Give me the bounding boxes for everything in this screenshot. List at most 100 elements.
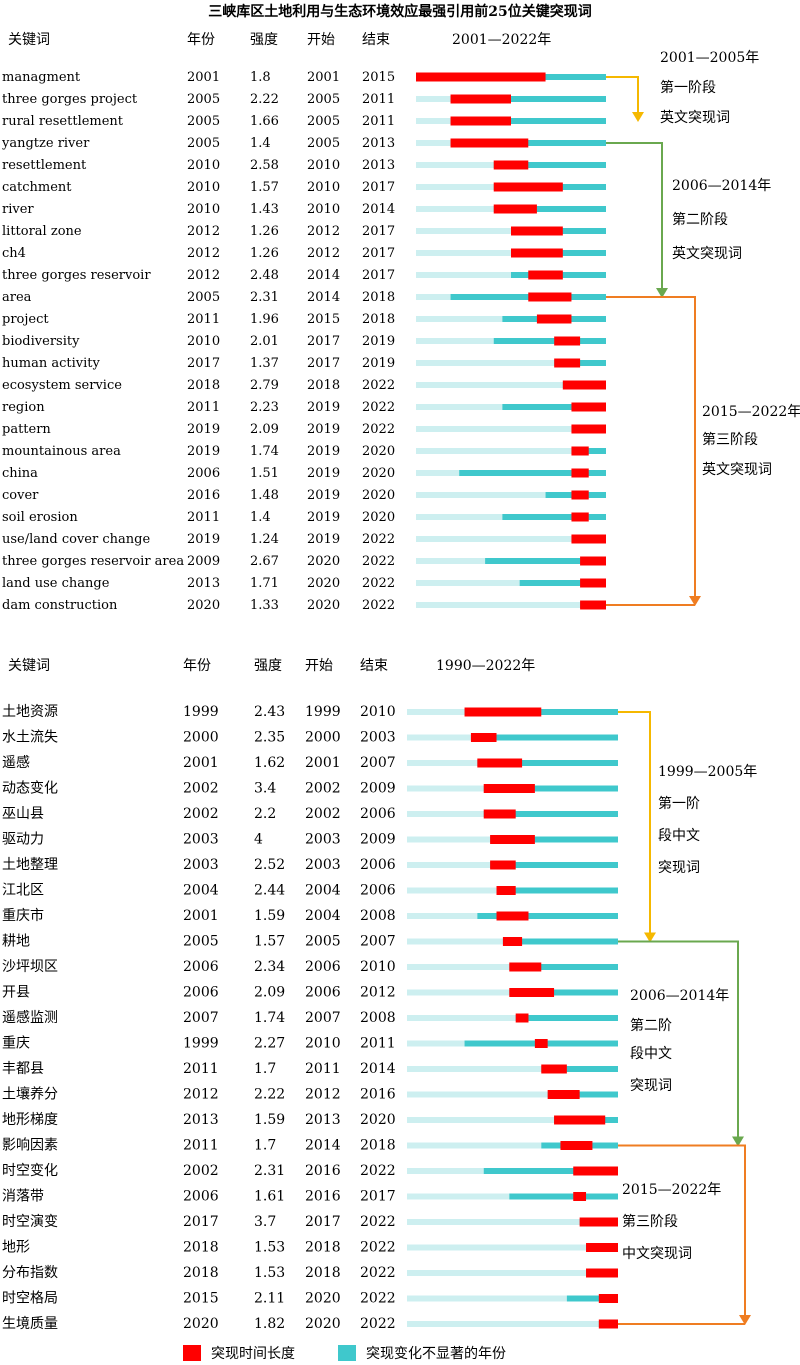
pre-appearance-bar [407, 938, 503, 945]
begin-cell: 2006 [305, 959, 341, 975]
burst-bar [450, 116, 511, 126]
begin-cell: 2002 [305, 806, 341, 822]
pre-appearance-bar [416, 360, 555, 366]
pre-appearance-bar [407, 1193, 510, 1200]
strength-cell: 2.22 [254, 1087, 285, 1103]
keyword-label: 土地整理 [2, 857, 58, 873]
keyword-label: 影响因素 [2, 1138, 58, 1154]
burst-bar [571, 512, 589, 522]
end-cell: 2009 [360, 832, 396, 848]
burst-row: three gorges project 2005 2.22 2005 2011 [2, 92, 606, 107]
burst-bar [598, 1294, 618, 1303]
burst-row: 土壤养分 2012 2.22 2012 2016 [2, 1086, 618, 1103]
burst-row: project 2011 1.96 2015 2018 [2, 312, 606, 327]
year-cell: 2017 [187, 356, 220, 371]
strength-cell: 1.7 [254, 1138, 276, 1154]
burst-row: biodiversity 2010 2.01 2017 2019 [2, 334, 606, 349]
nonsig-year-bar [509, 1193, 618, 1200]
begin-cell: 2004 [305, 908, 341, 924]
burst-bar [536, 314, 572, 324]
stage-arrow-line [618, 711, 651, 934]
keyword-label: three gorges reservoir area [2, 554, 184, 569]
burst-row: dam construction 2020 1.33 2020 2022 [2, 598, 606, 613]
burst-row: 江北区 2004 2.44 2004 2006 [2, 883, 618, 899]
burst-bar [509, 962, 542, 972]
strength-cell: 1.26 [250, 224, 279, 239]
burst-row: 时空格局 2015 2.11 2020 2022 [2, 1291, 618, 1307]
keyword-label: 遥感 [2, 754, 30, 771]
burst-row: use/land cover change 2019 1.24 2019 2022 [2, 532, 606, 547]
stage-label: 突现词 [658, 860, 700, 876]
burst-row: three gorges reservoir 2012 2.48 2014 2017 [2, 268, 606, 283]
nonsig-year-bar [493, 162, 606, 168]
end-cell: 2022 [362, 554, 395, 569]
burst-row: area 2005 2.31 2014 2018 [2, 290, 606, 305]
year-cell: 2020 [187, 598, 220, 613]
strength-cell: 2.48 [250, 268, 279, 283]
begin-cell: 2018 [305, 1240, 341, 1256]
stage-arrow-head [739, 1315, 751, 1325]
keyword-label: 时空演变 [2, 1214, 58, 1230]
burst-row: 耕地 2005 1.57 2005 2007 [2, 933, 618, 950]
nonsig-year-bar [515, 1015, 618, 1021]
strength-cell: 1.26 [250, 246, 279, 261]
end-cell: 2020 [362, 466, 395, 481]
year-cell: 2019 [187, 444, 220, 459]
keyword-label: yangtze river [1, 136, 90, 151]
strength-cell: 1.82 [254, 1316, 285, 1332]
strength-cell: 2.31 [250, 290, 279, 305]
burst-bar [511, 226, 563, 236]
begin-cell: 2018 [307, 378, 340, 393]
burst-row: land use change 2013 1.71 2020 2022 [2, 576, 606, 591]
keyword-label: ecosystem service [2, 378, 122, 393]
year-cell: 2004 [183, 883, 219, 899]
end-cell: 2011 [362, 92, 395, 107]
strength-cell: 3.7 [254, 1214, 276, 1230]
pre-appearance-bar [416, 558, 486, 564]
year-cell: 2012 [183, 1087, 219, 1103]
year-cell: 2010 [187, 180, 220, 195]
end-cell: 2014 [362, 202, 395, 217]
begin-cell: 2014 [307, 268, 340, 283]
year-cell: 2018 [183, 1240, 219, 1256]
nonsig-year-bar [502, 514, 606, 520]
pre-appearance-bar [407, 1091, 548, 1098]
burst-row: 重庆市 2001 1.59 2004 2008 [2, 907, 618, 924]
begin-cell: 2019 [307, 532, 340, 547]
keyword-label: dam construction [2, 598, 118, 613]
strength-cell: 2.43 [254, 704, 285, 720]
burst-row: 重庆 1999 2.27 2010 2011 [2, 1036, 618, 1052]
burst-row: region 2011 2.23 2019 2022 [2, 400, 606, 415]
pre-appearance-bar [407, 989, 510, 996]
burst-bar [586, 1268, 618, 1278]
year-cell: 2010 [187, 158, 220, 173]
burst-row: 影响因素 2011 1.7 2014 2018 [2, 1138, 618, 1154]
year-cell: 2020 [183, 1316, 219, 1332]
burst-row: ecosystem service 2018 2.79 2018 2022 [2, 378, 606, 393]
stage-label: 2015—2022年 [622, 1182, 721, 1198]
begin-cell: 2003 [305, 857, 341, 873]
begin-cell: 2016 [305, 1163, 341, 1179]
begin-cell: 2013 [305, 1112, 341, 1128]
year-cell: 2006 [183, 959, 219, 975]
stage-label: 英文突现词 [702, 461, 772, 478]
year-cell: 2007 [183, 1010, 219, 1026]
burst-bar [573, 1192, 587, 1201]
stage-arrow-line [606, 296, 696, 597]
nonsig-year-bar [483, 785, 618, 792]
pre-appearance-bar [416, 294, 451, 300]
keyword-label: littoral zone [2, 224, 82, 239]
end-cell: 2003 [360, 730, 396, 746]
stage-label: 第一阶 [658, 795, 700, 812]
strength-cell: 1.48 [250, 488, 279, 503]
pre-appearance-bar [407, 1321, 599, 1327]
burst-row: catchment 2010 1.57 2010 2017 [2, 180, 606, 195]
burst-bar [571, 446, 589, 456]
keyword-label: region [2, 400, 45, 415]
pre-appearance-bar [416, 382, 563, 388]
end-cell: 2017 [362, 180, 395, 195]
strength-cell: 2.22 [250, 92, 279, 107]
year-cell: 2013 [187, 576, 220, 591]
burst-bar [598, 1319, 618, 1329]
